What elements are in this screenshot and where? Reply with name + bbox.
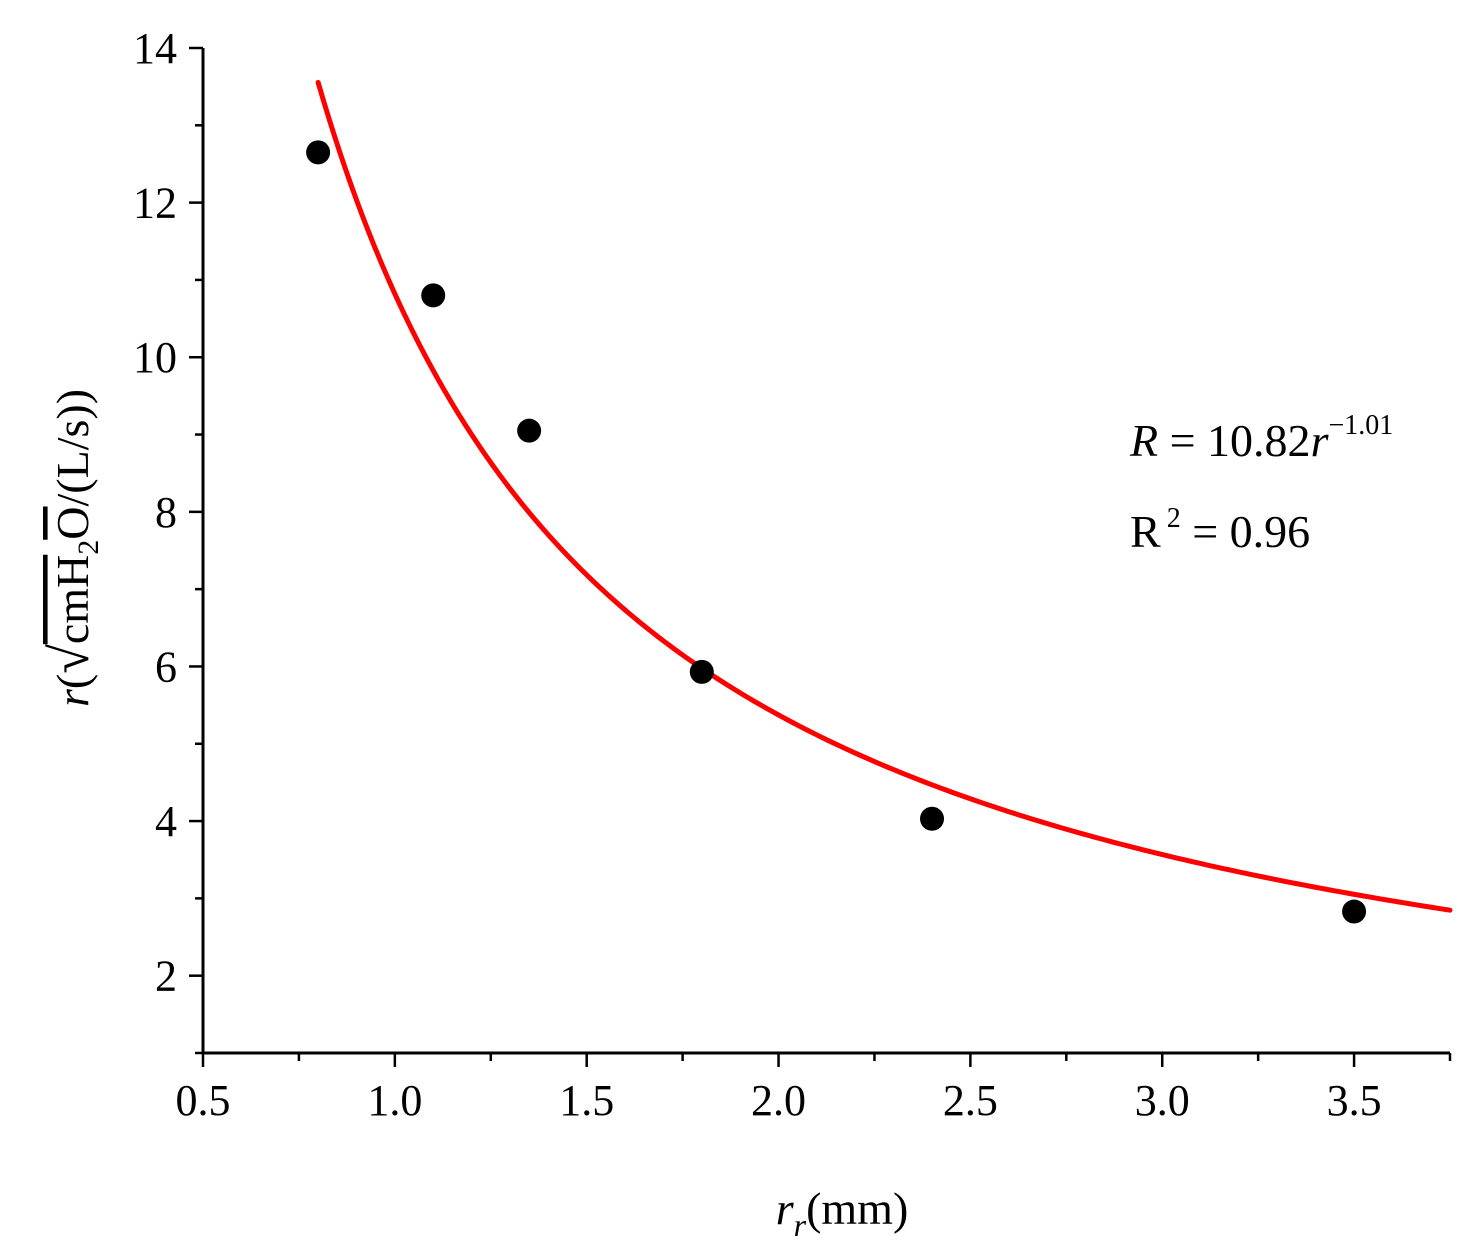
x-tick-label: 3.5 [1327, 1076, 1382, 1125]
equation-body: = 10.82 [1158, 415, 1310, 466]
ticks [189, 46, 1452, 1067]
r2-R: R [1130, 506, 1161, 557]
data-point [1342, 899, 1367, 924]
y-axis-open: ( [47, 674, 98, 689]
x-tick-label: 2.5 [943, 1076, 998, 1125]
x-axis-title: rr(mm) [776, 1183, 909, 1243]
x-axis-sub: r [794, 1207, 807, 1243]
y-axis-rest: /(L/s)) [47, 389, 98, 507]
data-point [517, 418, 542, 443]
y-axis-O: O [47, 506, 98, 539]
x-tick-label: 1.0 [367, 1076, 422, 1125]
x-axis-unit: (mm) [806, 1183, 908, 1234]
y-tick-label: 6 [155, 642, 177, 691]
y-axis-sub2: 2 [72, 540, 105, 555]
tick-labels: 0.5 1.0 1.5 2.0 2.5 3.0 3.5 2 4 6 8 10 12 14 [133, 24, 1382, 1125]
equation-r: r [1311, 415, 1330, 466]
fit-curve [315, 79, 1453, 913]
axes [201, 48, 1450, 1055]
y-tick-label: 4 [155, 797, 177, 846]
r2-sup: 2 [1167, 503, 1181, 534]
data-point [689, 659, 714, 684]
x-tick-label: 0.5 [176, 1076, 231, 1125]
data-point [306, 140, 331, 165]
equation-annotation: R = 10.82r−1.01 [1129, 410, 1393, 466]
data-point [920, 806, 945, 831]
x-axis-var: r [776, 1183, 795, 1234]
r2-value: = 0.96 [1181, 506, 1310, 557]
y-tick-label: 2 [155, 952, 177, 1001]
y-axis-sqrt: √ [40, 644, 100, 674]
y-axis-title: r(√cmH2O/(L/s)) [40, 389, 105, 707]
equation-exponent: −1.01 [1328, 410, 1393, 441]
x-tick-label: 1.5 [559, 1076, 614, 1125]
x-tick-label: 3.0 [1135, 1076, 1190, 1125]
points-layer [306, 140, 1367, 924]
y-axis-title-group: r(√cmH2O/(L/s)) [40, 389, 105, 707]
x-tick-label: 2.0 [751, 1076, 806, 1125]
data-point [421, 283, 446, 308]
equation-R: R [1129, 415, 1158, 466]
y-tick-label: 14 [133, 24, 177, 73]
y-axis-cm: cmH [47, 555, 98, 644]
y-tick-label: 10 [133, 333, 177, 382]
fit-layer [315, 79, 1453, 913]
y-axis-var: r [47, 688, 98, 707]
y-tick-label: 8 [155, 488, 177, 537]
y-tick-label: 12 [133, 179, 177, 228]
